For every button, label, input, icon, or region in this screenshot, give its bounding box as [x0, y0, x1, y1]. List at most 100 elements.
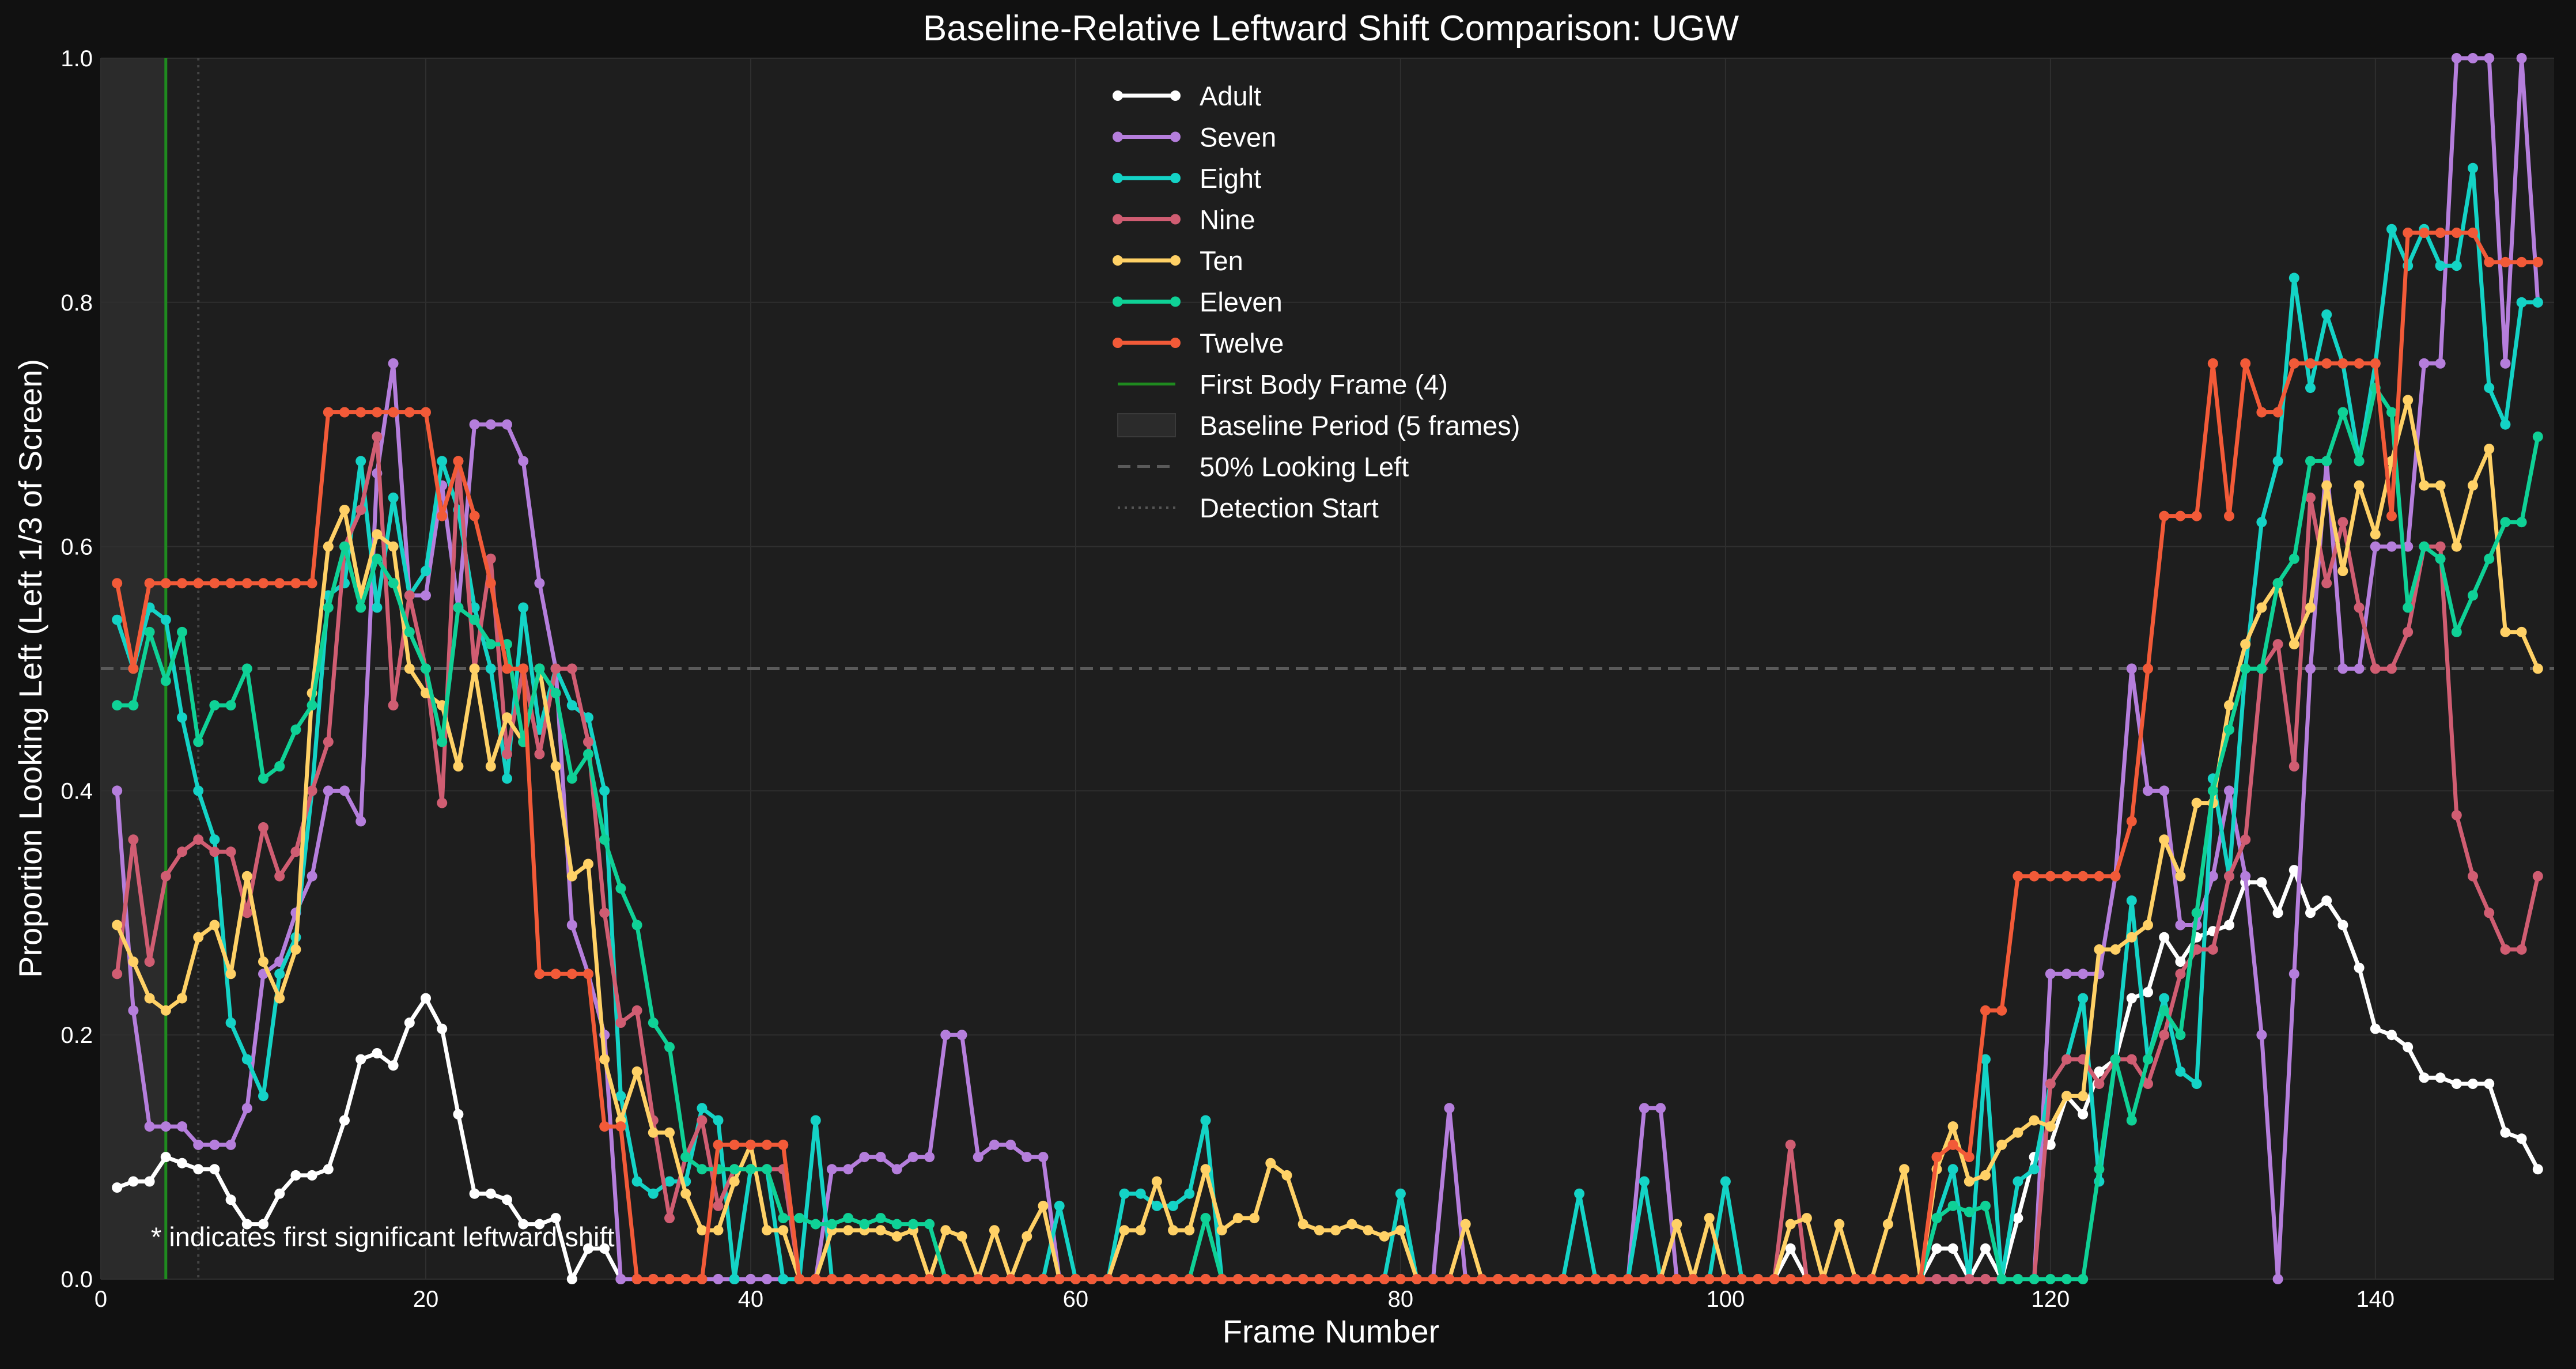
data-point-seven: [1444, 1103, 1455, 1114]
data-point-seven: [307, 871, 317, 882]
data-point-ten: [956, 1231, 967, 1242]
data-point-twelve: [2403, 228, 2414, 238]
data-point-ten: [2240, 639, 2251, 650]
data-point-adult: [437, 1023, 448, 1034]
data-point-twelve: [421, 407, 431, 418]
data-point-twelve: [2532, 256, 2543, 267]
data-point-nine: [534, 748, 545, 759]
data-point-twelve: [826, 1274, 837, 1284]
data-point-seven: [2468, 53, 2478, 63]
data-point-adult: [2078, 1109, 2089, 1120]
data-point-twelve: [973, 1274, 984, 1284]
data-point-ten: [241, 871, 252, 882]
data-point-twelve: [2159, 510, 2170, 521]
legend-label: Baseline Period (5 frames): [1200, 410, 1520, 441]
data-point-eleven: [859, 1219, 870, 1230]
data-point-adult: [209, 1164, 220, 1175]
data-point-twelve: [1460, 1274, 1471, 1284]
data-point-ten: [2305, 602, 2316, 613]
legend-swatch-marker: [1113, 90, 1123, 101]
data-point-eight: [1184, 1188, 1195, 1199]
data-point-adult: [2403, 1042, 2414, 1053]
data-point-twelve: [1476, 1274, 1487, 1284]
legend-label: Eight: [1200, 163, 1261, 194]
data-point-twelve: [2435, 228, 2446, 238]
data-point-adult: [502, 1194, 512, 1205]
data-point-twelve: [1622, 1274, 1633, 1284]
legend-label: Nine: [1200, 205, 1255, 235]
data-point-adult: [2337, 920, 2348, 931]
data-point-seven: [843, 1164, 854, 1175]
data-point-twelve: [1915, 1274, 1926, 1284]
data-point-eleven: [323, 602, 334, 613]
data-point-twelve: [1184, 1274, 1195, 1284]
legend-label: First Body Frame (4): [1200, 369, 1448, 400]
y-tick-label: 0.6: [60, 535, 93, 560]
data-point-seven: [2305, 663, 2316, 674]
data-point-eight: [502, 773, 512, 784]
data-point-twelve: [2094, 871, 2105, 882]
data-point-eleven: [794, 1213, 805, 1224]
data-point-eleven: [2484, 553, 2495, 564]
data-point-seven: [388, 358, 399, 369]
data-point-twelve: [2484, 256, 2495, 267]
data-point-twelve: [502, 663, 512, 674]
data-point-twelve: [2078, 871, 2089, 882]
data-point-ten: [2370, 529, 2381, 540]
data-point-eight: [388, 492, 399, 503]
data-point-twelve: [2354, 358, 2365, 369]
data-point-nine: [2321, 578, 2332, 589]
data-point-eleven: [924, 1219, 935, 1230]
data-point-eight: [2013, 1176, 2023, 1187]
data-point-ten: [2419, 480, 2430, 491]
legend-swatch-marker: [1170, 338, 1181, 348]
data-point-eight: [112, 614, 123, 625]
legend-swatch-marker: [1113, 131, 1123, 142]
data-point-eight: [2468, 162, 2478, 173]
data-point-adult: [339, 1115, 350, 1126]
data-point-twelve: [112, 578, 123, 589]
data-point-twelve: [1395, 1274, 1406, 1284]
legend-swatch-marker: [1170, 255, 1181, 266]
data-point-adult: [2175, 956, 2186, 967]
data-point-twelve: [1103, 1274, 1114, 1284]
data-point-adult: [2354, 962, 2365, 973]
data-point-seven: [2337, 663, 2348, 674]
data-point-eleven: [2516, 517, 2527, 528]
data-point-eleven: [2045, 1274, 2056, 1284]
data-point-eight: [1720, 1176, 1731, 1187]
data-point-seven: [241, 1103, 252, 1114]
data-point-eleven: [778, 1213, 789, 1224]
data-point-ten: [1785, 1219, 1796, 1230]
data-point-twelve: [2175, 510, 2186, 521]
data-point-nine: [193, 834, 204, 845]
data-point-nine: [290, 846, 301, 857]
data-point-ten: [2143, 920, 2153, 931]
data-point-seven: [762, 1274, 773, 1284]
data-point-ten: [2191, 797, 2202, 808]
y-tick-label: 0.8: [60, 290, 93, 316]
data-point-seven: [502, 419, 512, 430]
data-point-adult: [2045, 1139, 2056, 1150]
data-point-eleven: [2224, 724, 2234, 735]
data-point-seven: [2370, 541, 2381, 552]
data-point-eight: [2175, 1066, 2186, 1077]
data-point-ten: [1249, 1213, 1260, 1224]
data-point-seven: [128, 1005, 139, 1016]
data-point-nine: [2532, 871, 2543, 882]
data-point-eight: [2272, 456, 2283, 467]
data-point-ten: [2532, 663, 2543, 674]
legend-label: Twelve: [1200, 328, 1284, 358]
data-point-ten: [1265, 1158, 1276, 1168]
data-point-twelve: [290, 578, 301, 589]
data-point-eleven: [2191, 907, 2202, 918]
data-point-eight: [1119, 1188, 1130, 1199]
data-point-eleven: [177, 626, 187, 637]
data-point-twelve: [144, 578, 155, 589]
data-point-ten: [1151, 1176, 1162, 1187]
data-point-adult: [355, 1054, 366, 1065]
data-point-ten: [1704, 1213, 1715, 1224]
data-point-ten: [1200, 1164, 1211, 1175]
data-point-seven: [1022, 1152, 1032, 1163]
x-tick-label: 120: [2031, 1287, 2070, 1312]
